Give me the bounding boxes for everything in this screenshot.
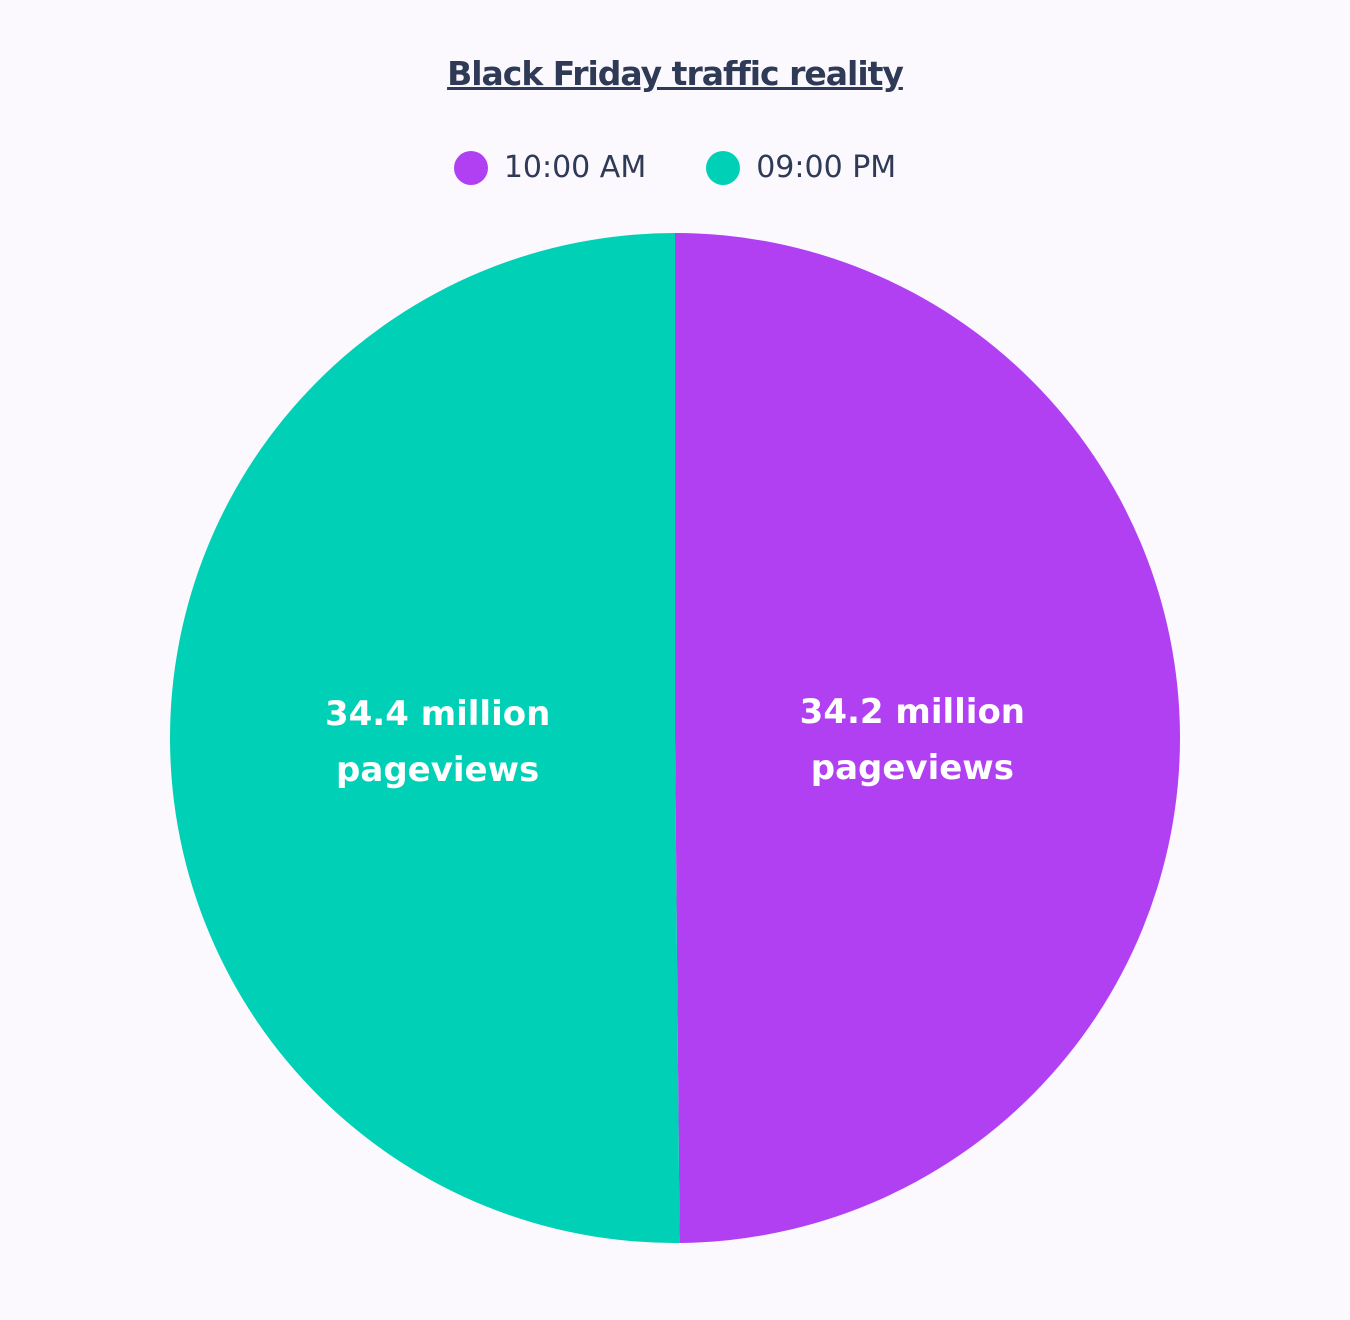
legend-label: 10:00 AM: [503, 150, 647, 185]
legend: 10:00 AM 09:00 PM: [0, 150, 1350, 185]
pie-slice: [169, 233, 680, 1243]
legend-item: 09:00 PM: [706, 150, 896, 185]
chart-title: Black Friday traffic reality: [447, 54, 904, 93]
legend-label: 09:00 PM: [756, 150, 897, 185]
legend-item: 10:00 AM: [453, 150, 647, 185]
legend-swatch: [453, 150, 488, 185]
value-label: 34.4 million pageviews: [324, 694, 551, 791]
value-label: 34.2 million pageviews: [799, 691, 1026, 788]
pie-slice: [675, 233, 1180, 1243]
legend-swatch: [706, 150, 741, 185]
